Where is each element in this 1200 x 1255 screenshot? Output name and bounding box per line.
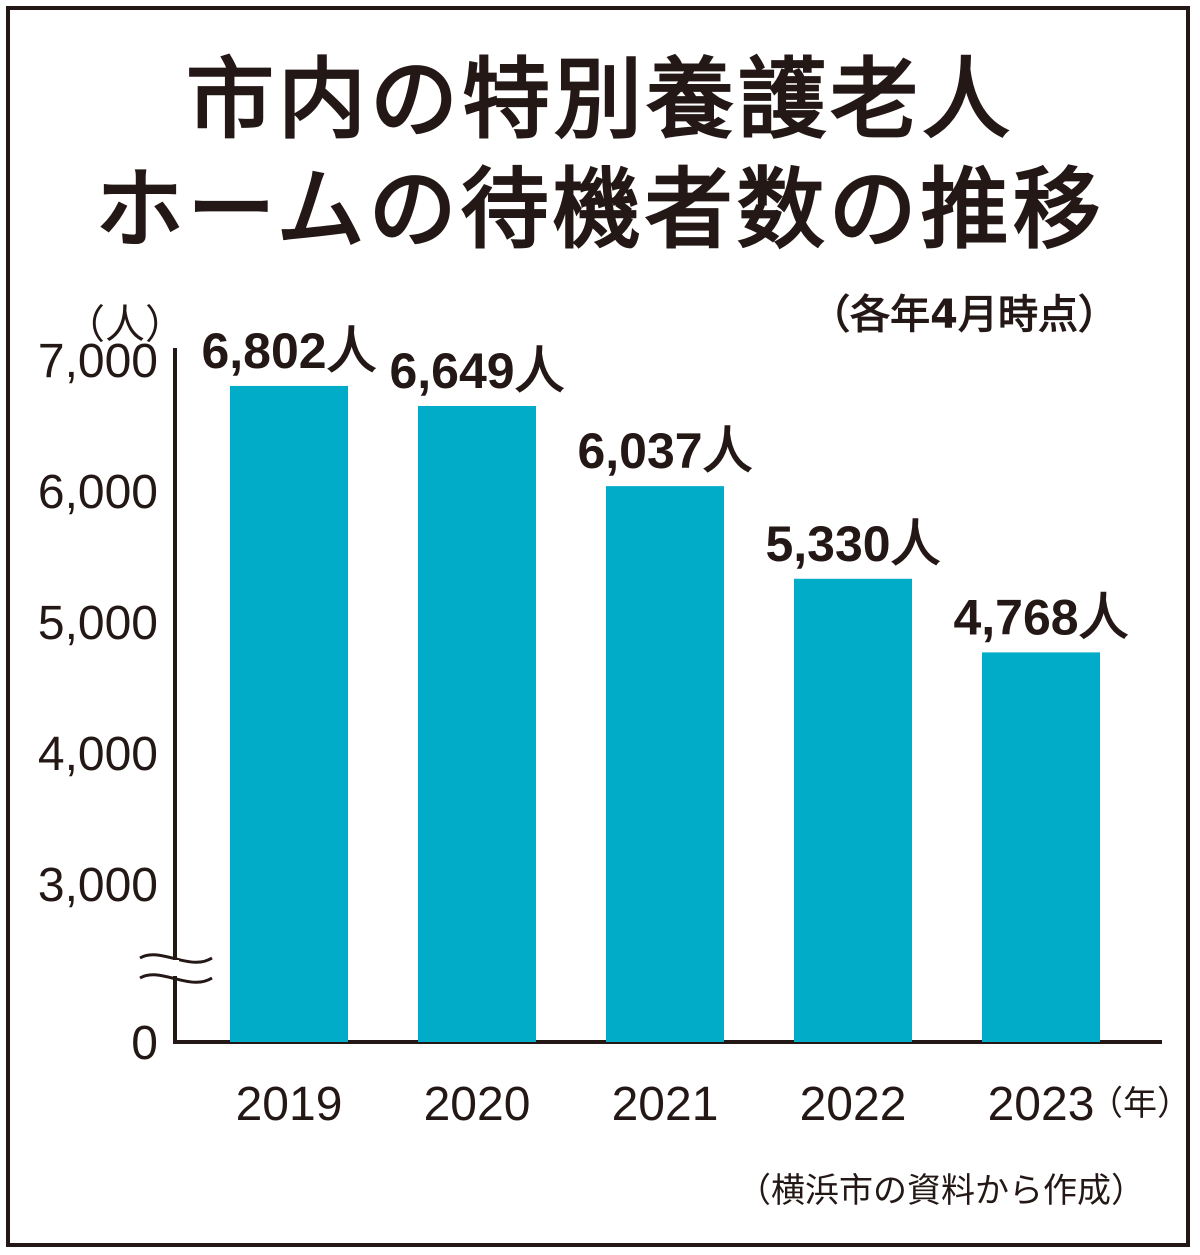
bar-value-label: 6,037人 xyxy=(577,423,752,479)
axis-break-stroke xyxy=(139,953,213,964)
source-note: （横浜市の資料から作成） xyxy=(737,1171,1145,1211)
x-tick-label: 2019 xyxy=(236,1078,343,1131)
y-tick-label: 7,000 xyxy=(38,335,158,388)
y-axis-unit: （人） xyxy=(65,302,185,348)
bar-value-label: 4,768人 xyxy=(953,589,1128,645)
x-axis-unit: （年） xyxy=(1089,1084,1191,1124)
y-tick-label: 3,000 xyxy=(38,859,158,912)
y-tick-label: 0 xyxy=(131,1017,158,1070)
x-tick-label: 2022 xyxy=(800,1078,907,1131)
x-tick-label: 2021 xyxy=(612,1078,719,1131)
axis-break-gap xyxy=(171,960,179,976)
chart-title-line-1: 市内の特別養護老人 xyxy=(185,48,1014,151)
bar xyxy=(982,652,1100,1042)
y-tick-label: 6,000 xyxy=(38,466,158,519)
bar-value-label: 5,330人 xyxy=(765,516,940,572)
bar xyxy=(606,486,724,1042)
axis-break-mark xyxy=(139,953,213,984)
bar xyxy=(794,578,912,1042)
y-tick-label: 4,000 xyxy=(38,728,158,781)
chart-title-line-2: ホームの待機者数の推移 xyxy=(95,158,1105,261)
x-tick-label: 2020 xyxy=(424,1078,531,1131)
bar xyxy=(230,385,348,1042)
bar-value-label: 6,802人 xyxy=(201,323,376,379)
axis-break-stroke xyxy=(139,973,213,984)
y-tick-label: 5,000 xyxy=(38,597,158,650)
chart-subtitle: （各年4月時点） xyxy=(810,292,1118,338)
x-tick-label: 2023 xyxy=(988,1078,1095,1131)
bar-value-label: 6,649人 xyxy=(389,343,564,399)
bar xyxy=(418,405,536,1043)
